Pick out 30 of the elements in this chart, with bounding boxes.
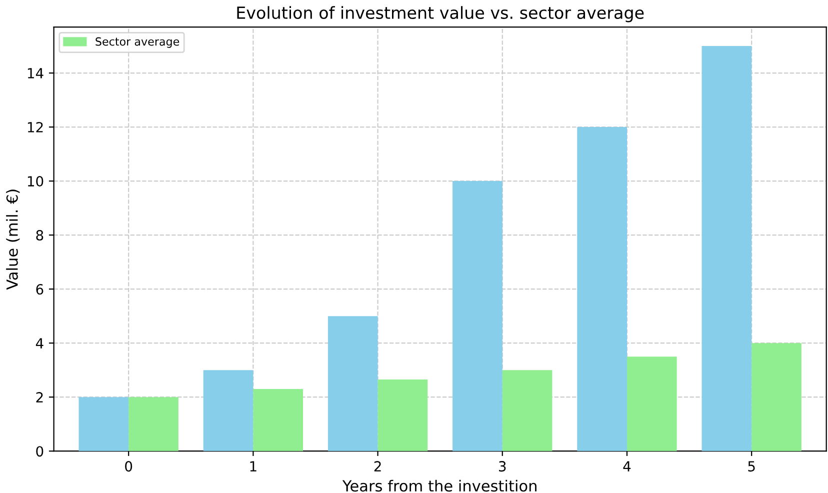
x-tick-label: 3: [499, 461, 506, 472]
bar: [752, 343, 802, 452]
bar: [78, 397, 129, 452]
bar: [128, 397, 178, 452]
y-tick-label: 14: [28, 68, 44, 78]
bar: [253, 388, 304, 452]
y-tick-label: 0: [36, 446, 44, 457]
bar: [378, 380, 428, 452]
bar: [328, 316, 378, 452]
bar: [502, 370, 552, 452]
bar: [702, 46, 752, 452]
y-tick-label: 8: [36, 230, 44, 241]
bar: [626, 356, 677, 452]
legend-label: Sector average: [96, 37, 180, 48]
y-tick-label: 6: [36, 284, 44, 295]
bar: [577, 127, 627, 452]
x-tick-label: 1: [250, 461, 256, 472]
x-tick-label: 5: [748, 461, 755, 472]
x-tick-label: 0: [125, 461, 132, 472]
bar: [452, 181, 502, 452]
x-tick-label: 2: [374, 461, 381, 472]
y-tick-label: 10: [28, 176, 44, 187]
y-tick-label: 2: [36, 392, 43, 402]
y-tick-label: 12: [28, 122, 43, 132]
chart-title: Evolution of investment value vs. sector average: [237, 6, 644, 22]
y-tick-label: 4: [36, 338, 44, 348]
y-axis-title: Value (mil. €): [6, 190, 20, 290]
bar: [203, 370, 254, 452]
x-tick-label: 4: [623, 461, 631, 472]
x-axis-title: Years from the investition: [342, 480, 536, 492]
